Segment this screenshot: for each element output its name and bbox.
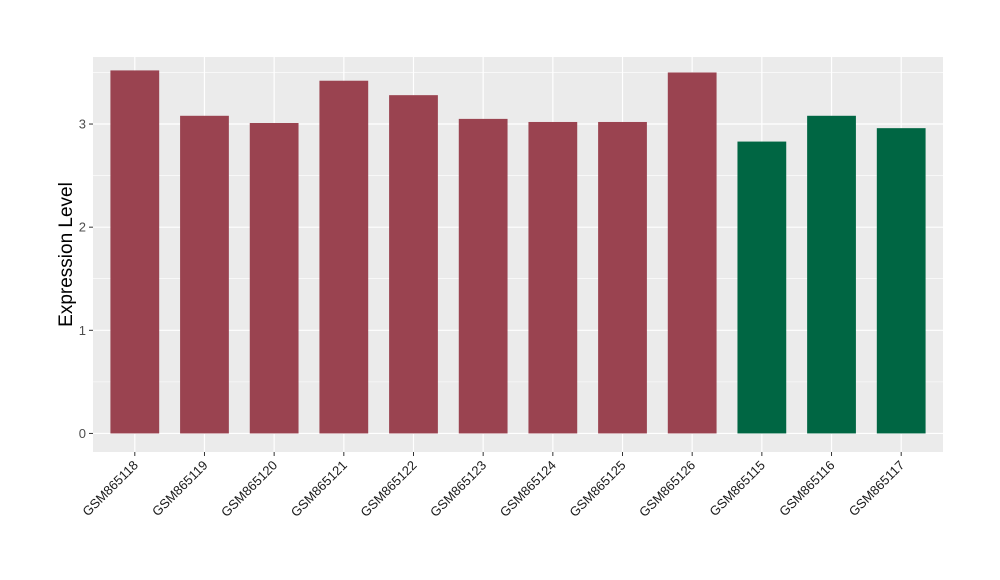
x-tick-label: GSM865122	[357, 458, 419, 520]
x-tick-label: GSM865125	[566, 458, 628, 520]
bar	[110, 70, 160, 434]
bar	[598, 121, 647, 434]
plot-panel	[93, 57, 943, 452]
bar	[876, 128, 926, 434]
bar	[807, 115, 856, 434]
y-tick-label: 1	[79, 323, 86, 338]
minor-gridlines	[93, 72, 943, 383]
bar	[528, 121, 578, 434]
x-tick-label: GSM865124	[497, 458, 559, 520]
bar	[458, 118, 508, 434]
y-tick-label: 0	[79, 426, 86, 441]
x-tick-label: GSM865123	[427, 458, 489, 520]
y-axis-title: Expression Level	[56, 182, 77, 327]
bar	[667, 72, 717, 434]
bar	[737, 141, 787, 434]
y-axis: 0 1 2 3	[79, 117, 93, 441]
x-tick-label: GSM865121	[288, 458, 350, 520]
x-tick-label: GSM865116	[776, 458, 838, 520]
x-tick-label: GSM865118	[79, 458, 141, 520]
x-tick-label: GSM865126	[636, 458, 698, 520]
bar	[180, 115, 229, 434]
y-tick-label: 3	[79, 117, 86, 132]
x-tick-label: GSM865120	[218, 458, 280, 520]
bar	[249, 123, 299, 434]
x-axis: GSM865118 GSM865119 GSM865120 GSM865121 GSM8…	[79, 452, 907, 520]
x-tick-label: GSM865119	[149, 458, 211, 520]
bar	[389, 95, 438, 434]
x-tick-label: GSM865115	[706, 458, 768, 520]
bar	[319, 80, 369, 434]
x-tick-label: GSM865117	[846, 458, 908, 520]
y-tick-label: 2	[79, 220, 86, 235]
bars	[110, 70, 926, 434]
